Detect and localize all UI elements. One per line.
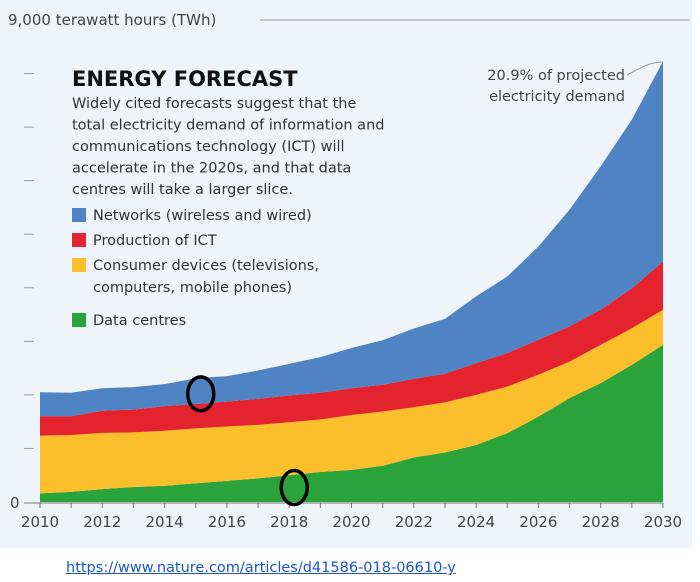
chart-description-line: Widely cited forecasts suggest that the [72,96,356,112]
legend-label: Consumer devices (televisions, [93,258,319,274]
area-production [40,261,663,436]
x-tick-label: 2020 [332,513,370,531]
x-tick-label: 2012 [83,513,121,531]
legend-item: Data centres [72,313,186,329]
x-tick-label: 2022 [395,513,433,531]
highlight-circle [279,468,309,507]
y-tick-label: 0 [10,494,20,512]
legend-label: computers, mobile phones) [93,280,292,296]
legend-label: Production of ICT [93,233,217,249]
annotation-text: electricity demand [489,89,625,105]
x-tick-label: 2018 [270,513,308,531]
chart-description-line: accelerate in the 2020s, and that data [72,161,351,177]
x-tick-label: 2010 [21,513,59,531]
area-consumer [40,309,663,494]
legend-swatch [72,233,86,247]
legend-item: Production of ICT [72,233,217,249]
chart-description-line: communications technology (ICT) will [72,139,345,155]
legend-label: Networks (wireless and wired) [93,208,312,224]
chart-description-line: centres will take a larger slice. [72,182,293,198]
y-axis-label: 9,000 terawatt hours (TWh) [8,11,216,29]
legend-item: Consumer devices (televisions, computers,… [72,258,319,296]
legend-label: Data centres [93,313,186,329]
annotation-text: 20.9% of projected [487,68,625,84]
x-tick-label: 2028 [582,513,620,531]
x-tick-label: 2026 [519,513,557,531]
legend-swatch [72,313,86,327]
chart-title: ENERGY FORECAST [72,67,298,91]
annotation-leader-line [626,61,664,76]
highlight-circle [186,375,216,413]
source-link[interactable]: https://www.nature.com/articles/d41586-0… [66,560,456,576]
legend-item: Networks (wireless and wired) [72,208,312,224]
chart-description-line: total electricity demand of information … [72,118,384,134]
x-tick-label: 2030 [644,513,682,531]
x-tick-label: 2014 [146,513,184,531]
x-tick-label: 2016 [208,513,246,531]
legend-swatch [72,258,86,272]
x-tick-label: 2024 [457,513,495,531]
legend-swatch [72,208,86,222]
area-data [40,344,663,502]
area-networks [40,61,663,417]
